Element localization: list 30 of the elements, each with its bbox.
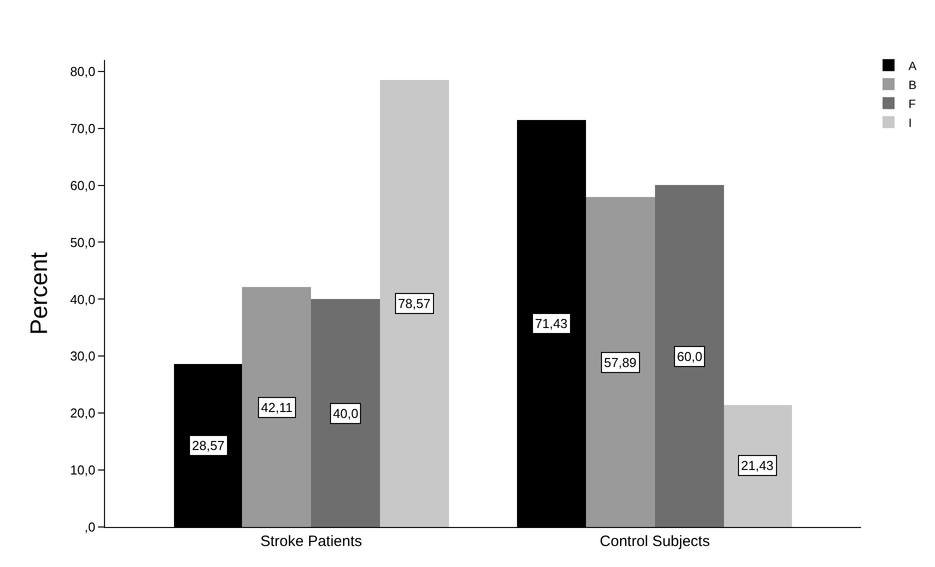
y-tick-label: 20,0 — [70, 406, 96, 421]
y-tick-label: 30,0 — [70, 348, 96, 364]
x-tick-label: Stroke Patients — [260, 533, 362, 550]
bar — [586, 197, 655, 527]
bar — [242, 287, 311, 527]
data-label: 78,57 — [398, 296, 431, 311]
data-label: 60,0 — [677, 349, 702, 364]
y-tick-label: 10,0 — [70, 462, 96, 478]
legend-label: A — [908, 58, 917, 73]
data-label: 21,43 — [741, 458, 774, 473]
bar — [380, 80, 449, 527]
y-tick-label: 70,0 — [70, 120, 96, 136]
y-tick-label: 40,0 — [70, 292, 96, 307]
legend-label: B — [908, 78, 917, 92]
data-label: 40,0 — [333, 406, 358, 421]
data-label: 28,57 — [192, 438, 225, 453]
legend-label: F — [908, 96, 916, 111]
x-tick-label: Control Subjects — [600, 533, 710, 550]
y-tick-label: 50,0 — [70, 234, 96, 250]
bar — [655, 185, 724, 527]
y-axis-title: Percent — [26, 252, 54, 335]
y-tick-label: 80,0 — [70, 64, 96, 79]
legend-label: I — [908, 116, 912, 130]
data-label: 57,89 — [604, 355, 637, 370]
bar — [724, 405, 792, 527]
bar — [311, 299, 380, 527]
data-label: 71,43 — [535, 316, 568, 331]
y-tick-label: 60,0 — [70, 178, 96, 193]
y-tick-label: ,0 — [84, 520, 96, 535]
data-label: 42,11 — [261, 400, 293, 415]
